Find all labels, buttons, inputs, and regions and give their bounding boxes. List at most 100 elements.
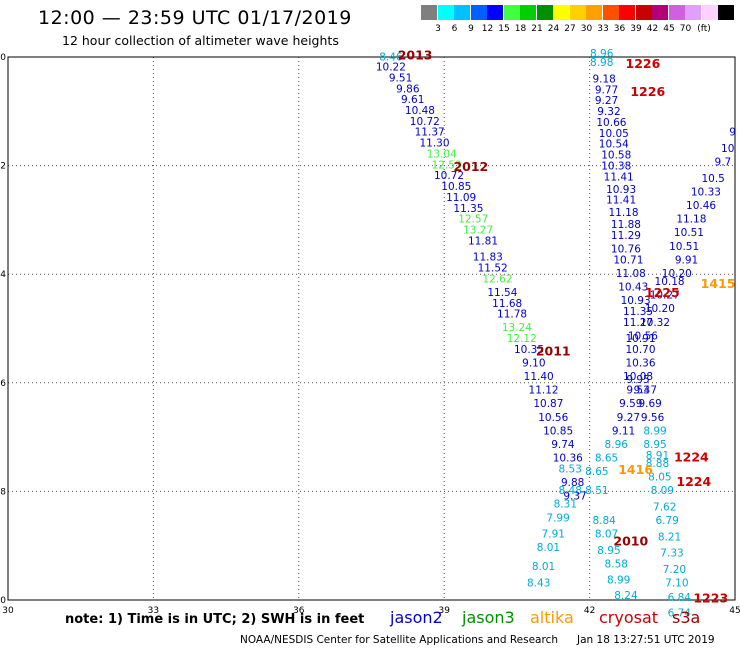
swh-value: 8.58	[605, 558, 628, 570]
swh-value: 10.35	[514, 344, 544, 356]
swh-value: 11.41	[604, 171, 634, 183]
swh-value: 11.09	[446, 192, 476, 204]
swh-value: 6.84	[668, 592, 692, 604]
swh-value: 11.68	[492, 298, 522, 310]
swh-value: 10.91	[625, 333, 655, 345]
swh-value: 8.99	[607, 575, 630, 587]
y-tick-label: -58	[0, 487, 6, 497]
swh-value: 7.10	[665, 577, 688, 589]
x-tick-label: 30	[2, 606, 14, 616]
swh-value: 7.91	[542, 529, 565, 541]
color-swatch	[718, 5, 735, 20]
swh-value: 12.12	[507, 333, 537, 345]
plot-frame	[7, 56, 736, 601]
swh-value: 8.96	[605, 439, 629, 451]
swh-value: 8.21	[658, 531, 681, 543]
swh-value: 10.33	[691, 186, 721, 198]
color-scale-label: 3	[435, 24, 441, 34]
swh-value: 10.93	[621, 295, 651, 307]
x-tick-label: 33	[148, 606, 159, 616]
pass-time-label: 1225	[645, 285, 680, 300]
pass-time-label: 1224	[676, 474, 711, 489]
footnote: note: 1) Time is in UTC; 2) SWH is in fe…	[65, 612, 365, 627]
color-scale-label: 33	[597, 24, 609, 34]
swh-value: 8.46	[379, 51, 403, 63]
x-tick-label: 45	[729, 606, 740, 616]
swh-value: 10.38	[601, 160, 631, 172]
color-scale-label: 39	[630, 24, 642, 34]
swh-value: 9.18	[592, 74, 615, 86]
swh-value: 8.07	[595, 529, 618, 541]
swh-value: 8.53	[559, 463, 582, 475]
swh-value: 9.47	[634, 385, 657, 397]
swh-value: 9.27	[617, 412, 640, 424]
swh-value: 10.48	[405, 105, 435, 117]
swh-value: 10	[721, 143, 734, 155]
pass-time-label: 2013	[398, 48, 433, 63]
y-tick-label: -52	[0, 162, 6, 172]
swh-value: 9.61	[401, 94, 424, 106]
swh-value: 9.77	[595, 84, 618, 96]
swh-value: 10.20	[662, 268, 692, 280]
color-scale-label: 42	[646, 24, 659, 34]
color-scale-label: 9	[468, 24, 474, 34]
swh-value: 6.74	[668, 607, 692, 619]
swh-value: 11.18	[608, 207, 638, 219]
swh-value: 10.87	[533, 398, 563, 410]
pass-time-label: 2012	[453, 159, 488, 174]
swh-value: 12.53	[432, 159, 462, 171]
swh-value: 13.24	[502, 322, 532, 334]
legend-altika: altika	[530, 608, 574, 627]
swh-value: 9.37	[563, 491, 586, 503]
swh-value: 10.43	[618, 281, 648, 293]
swh-value: 10.72	[410, 116, 440, 128]
swh-value: 11.18	[676, 214, 706, 226]
color-scale-label: 24	[547, 24, 560, 34]
swh-value: 11.27	[623, 317, 653, 329]
swh-value: 9.10	[522, 358, 545, 370]
swh-value: 7.99	[546, 512, 569, 524]
pass-time-label: 1224	[674, 450, 709, 465]
swh-value: 10.5	[701, 173, 724, 185]
swh-value: 8.99	[643, 425, 666, 437]
y-tick-label: -56	[0, 379, 6, 389]
swh-value: 11.41	[606, 195, 636, 207]
swh-value: 8.65	[595, 453, 618, 465]
swh-value: 10.05	[599, 128, 629, 140]
pass-time-label: 2011	[536, 344, 571, 359]
swh-value: 9.56	[641, 412, 665, 424]
color-scale-label: 45	[663, 24, 675, 34]
chart-subtitle: 12 hour collection of altimeter wave hei…	[62, 33, 339, 48]
swh-value: 8.48	[559, 485, 582, 497]
swh-value: 11.88	[611, 219, 641, 231]
pass-time-label: 2010	[613, 534, 648, 549]
swh-value: 8.95	[597, 545, 620, 557]
swh-value: 10.51	[674, 227, 704, 239]
swh-value: 9.51	[389, 72, 412, 84]
swh-value: 10.27	[650, 290, 680, 302]
pass-time-label: 1223	[693, 591, 728, 606]
swh-value: 6.79	[655, 515, 678, 527]
swh-value: 9.11	[612, 425, 635, 437]
generated-timestamp: Jan 18 13:27:51 UTC 2019	[577, 634, 715, 646]
swh-value: 9.74	[551, 439, 575, 451]
pass-time-label: 1226	[630, 84, 665, 99]
swh-value: 10.51	[669, 241, 699, 253]
swh-value: 10.08	[623, 371, 653, 383]
swh-value: 7.20	[663, 564, 686, 576]
swh-value: 8.05	[648, 472, 671, 484]
credit-line: NOAA/NESDIS Center for Satellite Applica…	[240, 634, 558, 646]
swh-value: 10.85	[543, 425, 573, 437]
swh-value: 10.72	[434, 170, 464, 182]
swh-value: 11.30	[419, 138, 449, 150]
color-scale-label: 15	[498, 24, 510, 34]
swh-value: 10.46	[686, 200, 716, 212]
swh-value: 9.88	[561, 477, 584, 489]
chart-title: 12:00 — 23:59 UTC 01/17/2019	[38, 7, 352, 29]
swh-value: 12.57	[458, 214, 488, 226]
y-tick-label: -54	[0, 270, 6, 280]
swh-value: 13.04	[427, 148, 457, 160]
swh-value: 9.53	[626, 385, 649, 397]
swh-value: 10.71	[613, 254, 643, 266]
